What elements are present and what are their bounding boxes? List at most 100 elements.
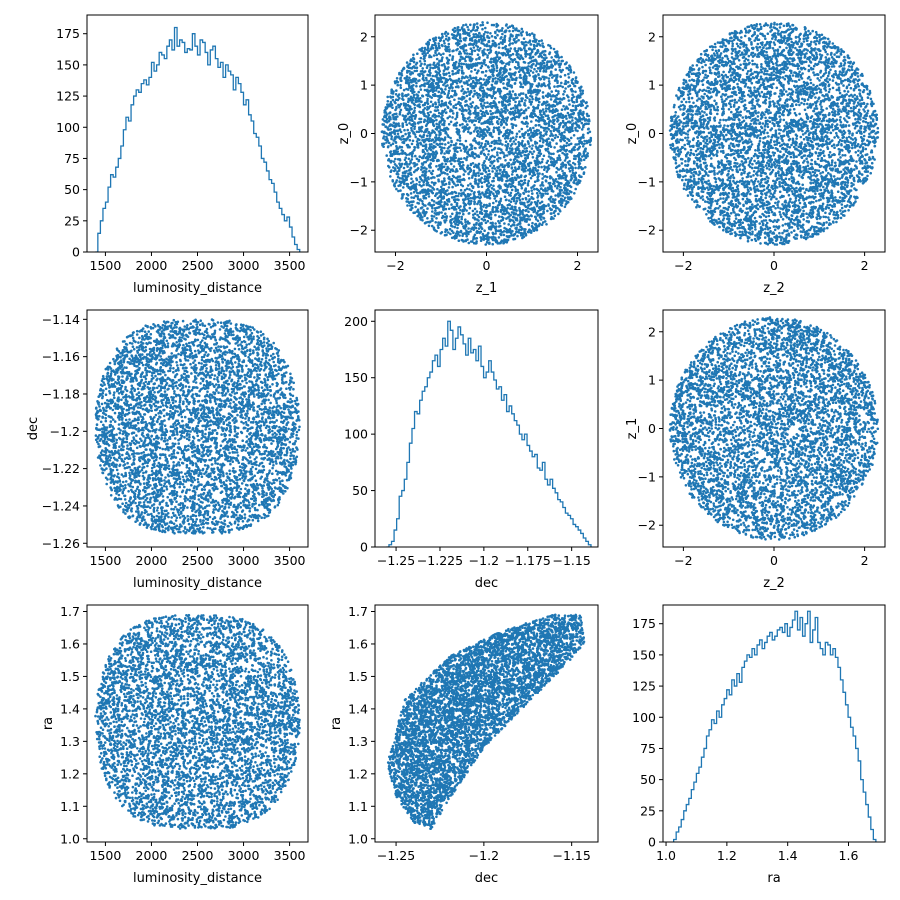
hist-dec-xtick-label: −1.15: [553, 553, 591, 568]
scatter-z2-z0-ytick-label: 1: [648, 78, 656, 93]
scatter-distance-dec-points: [94, 318, 301, 535]
hist-ra-data: [672, 610, 877, 842]
scatter-dec-ra-ytick-label: 1.3: [348, 734, 368, 749]
hist-luminosity-distance-ytick-label: 0: [72, 245, 80, 260]
scatter-z1-z0-ylabel: z_0: [337, 123, 352, 145]
scatter-z2-z0-ytick-label: 2: [648, 29, 656, 44]
scatter-distance-dec-ytick-label: −1.26: [42, 536, 80, 551]
hist-ra-ytick-label: 50: [640, 772, 656, 787]
scatter-z1-z0-points: [380, 21, 593, 246]
scatter-distance-ra-ylabel: ra: [41, 717, 56, 730]
hist-luminosity-distance-xtick-label: 3000: [228, 258, 260, 273]
hist-ra-xtick-label: 1.2: [717, 848, 737, 863]
scatter-distance-ra-data: [94, 613, 301, 830]
hist-dec-ytick-label: 200: [344, 314, 368, 329]
hist-luminosity-distance-xtick-label: 3500: [274, 258, 306, 273]
scatter-distance-dec-xtick-label: 1500: [90, 553, 122, 568]
scatter-distance-dec-xtick-label: 2000: [136, 553, 168, 568]
hist-luminosity-distance-xtick-label: 2000: [136, 258, 168, 273]
scatter-z1-z0-ytick-label: 2: [360, 29, 368, 44]
panel-hist-luminosity-distance: 1500 2000 2500 3000 3500 0 25 50 75 100 125 150 175 l…: [56, 14, 309, 296]
scatter-z2-z1-points: [668, 316, 880, 541]
scatter-distance-ra-xtick-label: 3000: [228, 848, 260, 863]
scatter-z2-z1-ytick-label: 1: [648, 373, 656, 388]
panel-scatter-z1-z0: −2 0 2 −2 −1 0 1 2 z_1 z_0: [337, 14, 599, 296]
hist-dec-frame: [374, 309, 599, 548]
hist-luminosity-distance-ytick-label: 75: [64, 151, 80, 166]
scatter-distance-ra-ytick-label: 1.3: [60, 734, 80, 749]
hist-luminosity-distance-ytick-label: 50: [64, 182, 80, 197]
scatter-z2-z1-data: [668, 316, 880, 541]
scatter-dec-ra-data: [386, 613, 586, 830]
hist-dec-xtick-label: −1.25: [377, 553, 415, 568]
hist-dec-ytick-label: 150: [344, 370, 368, 385]
hist-dec-xtick-label: −1.225: [417, 553, 463, 568]
hist-ra-ytick-label: 125: [632, 679, 656, 694]
panel-scatter-dec-ra: −1.25 −1.2 −1.15 1.0 1.1 1.2 1.3 1.4 1.5 1.6 1.7 de…: [329, 604, 599, 886]
scatter-z2-z1-ytick-label: −1: [638, 469, 656, 484]
hist-dec-ytick-label: 0: [360, 540, 368, 555]
hist-luminosity-distance-ytick-label: 25: [64, 213, 80, 228]
hist-ra-xlabel: ra: [767, 871, 780, 886]
scatter-z2-z1-ylabel: z_1: [625, 418, 640, 440]
scatter-z1-z0-xlabel: z_1: [476, 281, 498, 296]
scatter-distance-dec-ytick-label: −1.16: [42, 349, 80, 364]
scatter-distance-dec-ytick-label: −1.14: [42, 312, 80, 327]
scatter-distance-dec-data: [94, 318, 301, 535]
scatter-distance-dec-xtick-label: 2500: [182, 553, 214, 568]
hist-luminosity-distance-data: [95, 26, 301, 252]
scatter-distance-ra-ytick-label: 1.0: [60, 831, 80, 846]
scatter-distance-ra-ytick-label: 1.5: [60, 669, 80, 684]
panel-scatter-z2-z1: −2 0 2 −2 −1 0 1 2 z_2 z_1: [625, 309, 886, 591]
scatter-distance-ra-xtick-label: 2500: [182, 848, 214, 863]
hist-ra-ytick-label: 0: [648, 835, 656, 850]
hist-ra-ytick-label: 175: [632, 616, 656, 631]
hist-ra-ytick-label: 150: [632, 647, 656, 662]
scatter-dec-ra-ytick-label: 1.0: [348, 831, 368, 846]
scatter-z1-z0-xtick-label: 2: [574, 258, 582, 273]
scatter-distance-ra-xtick-label: 2000: [136, 848, 168, 863]
scatter-z2-z1-ytick-label: 2: [648, 324, 656, 339]
scatter-z2-z0-xtick-label: −2: [674, 258, 692, 273]
scatter-z1-z0-xtick-label: 0: [483, 258, 491, 273]
hist-ra-xtick-label: 1.6: [839, 848, 859, 863]
hist-ra-xtick-label: 1.4: [778, 848, 798, 863]
scatter-dec-ra-points: [386, 613, 586, 830]
scatter-dec-ra-ytick-label: 1.1: [348, 799, 368, 814]
hist-dec-ytick-label: 50: [352, 483, 368, 498]
scatter-distance-ra-ytick-label: 1.6: [60, 636, 80, 651]
hist-luminosity-distance-ytick-label: 125: [56, 89, 80, 104]
scatter-dec-ra-xtick-label: −1.2: [469, 848, 499, 863]
hist-luminosity-distance-ytick-label: 100: [56, 120, 80, 135]
scatter-z2-z0-xtick-label: 2: [861, 258, 869, 273]
scatter-distance-dec-xtick-label: 3500: [274, 553, 306, 568]
scatter-z2-z0-xlabel: z_2: [763, 281, 785, 296]
panel-hist-ra: 1.0 1.2 1.4 1.6 0 25 50 75 100 125 150 175 ra: [632, 604, 886, 886]
scatter-dec-ra-xtick-label: −1.25: [377, 848, 415, 863]
scatter-z2-z0-ytick-label: −1: [638, 174, 656, 189]
scatter-distance-ra-xtick-label: 3500: [274, 848, 306, 863]
scatter-distance-dec-ytick-label: −1.22: [42, 461, 80, 476]
scatter-dec-ra-ytick-label: 1.6: [348, 636, 368, 651]
hist-luminosity-distance-xtick-label: 2500: [182, 258, 214, 273]
scatter-dec-ra-frame: [374, 604, 599, 843]
scatter-z1-z0-ytick-label: 1: [360, 78, 368, 93]
scatter-dec-ra-ytick-label: 1.2: [348, 766, 368, 781]
scatter-distance-dec-ytick-label: −1.2: [50, 424, 80, 439]
scatter-distance-ra-ytick-label: 1.7: [60, 604, 80, 619]
panel-hist-dec: −1.25 −1.225 −1.2 −1.175 −1.15 0 50 100 150 200 de…: [344, 309, 599, 591]
scatter-z2-z1-ytick-label: −2: [638, 518, 656, 533]
scatter-dec-ra-xlabel: dec: [475, 871, 498, 886]
scatter-z1-z0-xtick-label: −2: [386, 258, 404, 273]
scatter-distance-ra-ytick-label: 1.2: [60, 766, 80, 781]
hist-luminosity-distance-ytick-label: 175: [56, 26, 80, 41]
scatter-distance-dec-xlabel: luminosity_distance: [133, 576, 262, 591]
hist-luminosity-distance-xtick-label: 1500: [90, 258, 122, 273]
scatter-distance-dec-ytick-label: −1.24: [42, 498, 80, 513]
scatter-z2-z1-xtick-label: 2: [861, 553, 869, 568]
hist-ra-xtick-label: 1.0: [656, 848, 676, 863]
hist-ra-frame: [662, 604, 886, 843]
hist-ra-step-line: [672, 610, 877, 842]
scatter-distance-ra-points: [94, 613, 301, 830]
